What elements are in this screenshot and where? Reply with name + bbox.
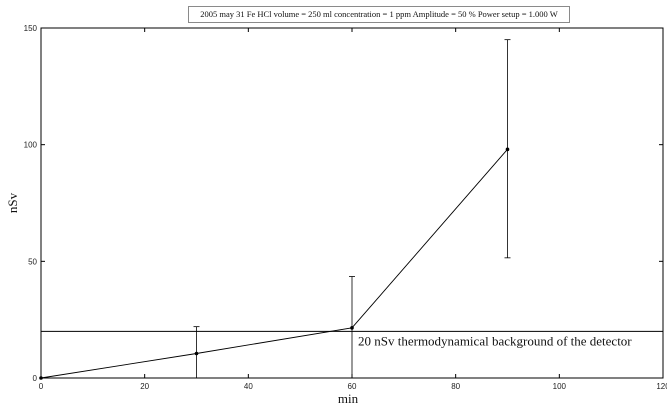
x-tick-label: 80 [451, 382, 460, 391]
x-tick-label: 20 [140, 382, 149, 391]
data-point [39, 376, 43, 380]
background-annotation: 20 nSv thermodynamical background of the… [358, 333, 632, 348]
series-line [40, 149, 508, 379]
y-tick-label: 50 [28, 257, 37, 266]
chart-title: 2005 may 31 Fe HCl volume = 250 ml conce… [188, 6, 570, 23]
data-point [505, 147, 510, 152]
data-series [39, 39, 511, 380]
data-point [194, 351, 199, 356]
x-tick-label: 0 [39, 382, 44, 391]
x-tick-label: 100 [553, 382, 567, 391]
y-axis-label: nSv [5, 192, 20, 213]
x-tick-label: 40 [244, 382, 253, 391]
y-axis-ticks: 0 50 100 150 [24, 24, 663, 383]
y-tick-label: 100 [24, 141, 38, 150]
y-tick-label: 150 [24, 24, 38, 33]
y-tick-label: 0 [33, 374, 38, 383]
data-point [350, 326, 354, 330]
x-axis-label: min [338, 391, 359, 406]
x-tick-label: 60 [348, 382, 357, 391]
x-tick-label: 120 [656, 382, 667, 391]
